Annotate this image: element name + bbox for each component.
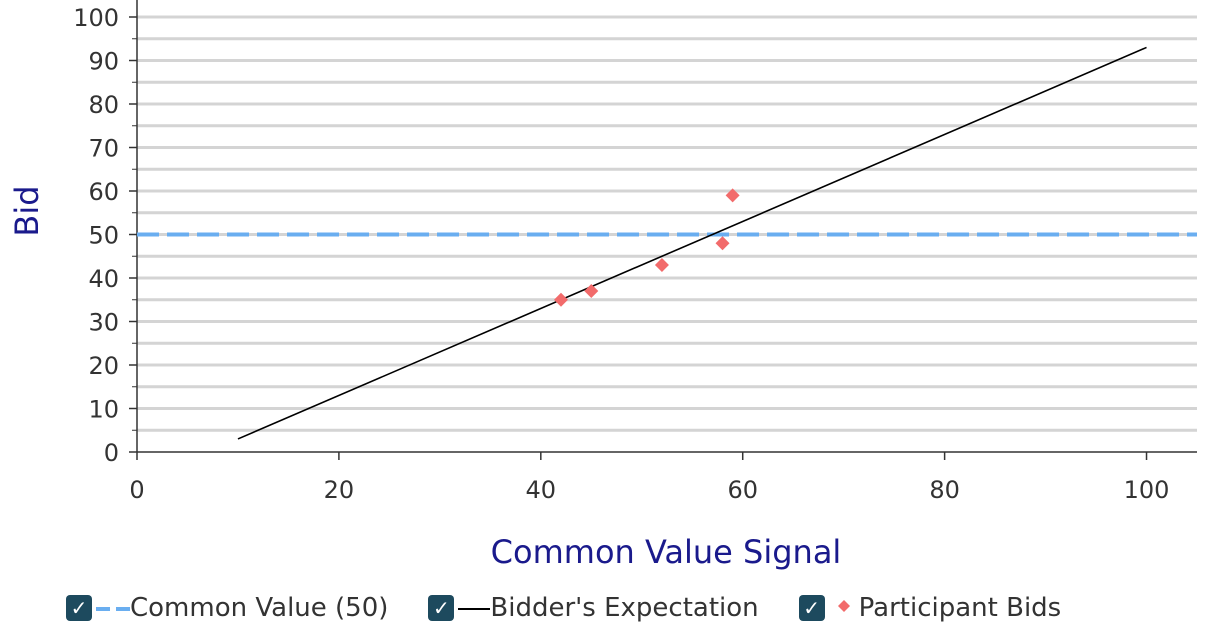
- checkbox-icon[interactable]: ✓: [798, 595, 825, 621]
- grid-lines: [137, 15, 1197, 432]
- y-tick-label: 90: [88, 48, 119, 76]
- participant-bid-point: [554, 292, 568, 307]
- y-tick-label: 10: [88, 396, 119, 424]
- participant-bid-point: [725, 188, 740, 203]
- line-swatch-icon: [458, 599, 491, 618]
- dashed-line-swatch-icon: [96, 599, 130, 618]
- legend-item-bidders-expectation[interactable]: ✓ Bidder's Expectation: [428, 593, 759, 623]
- legend-label: Common Value (50): [130, 593, 389, 623]
- y-tick-label: 30: [88, 309, 119, 337]
- y-tick-label: 60: [88, 178, 119, 206]
- y-tick-label: 70: [88, 135, 119, 163]
- legend-item-common-value[interactable]: ✓ Common Value (50): [66, 593, 388, 623]
- x-tick-label: 80: [929, 476, 960, 504]
- x-tick-label: 40: [526, 476, 557, 504]
- x-axis-title: Common Value Signal: [491, 533, 842, 571]
- y-tick-label: 0: [104, 439, 119, 467]
- x-tick-label: 100: [1124, 476, 1170, 504]
- y-axis-title: Bid: [8, 185, 46, 236]
- y-tick-label: 100: [73, 4, 119, 32]
- series-layer: [137, 46, 1197, 440]
- chart: 0 10 20 30 40 50 60 70 80 90 100 0 20 40 60 80 100 Commo…: [8, 0, 1197, 571]
- legend-label: Bidder's Expectation: [490, 593, 759, 623]
- x-tick-label: 20: [324, 476, 355, 504]
- participant-bid-point: [584, 284, 599, 299]
- participant-bid-point: [654, 257, 669, 272]
- x-tick-label: 0: [129, 476, 144, 504]
- y-tick-label: 40: [88, 265, 119, 293]
- bidders-expectation-line: [237, 46, 1147, 440]
- y-tick-label: 20: [88, 352, 119, 380]
- axes: [129, 0, 1197, 460]
- y-tick-label: 50: [88, 222, 119, 250]
- checkbox-icon[interactable]: ✓: [66, 595, 92, 621]
- legend-label: Participant Bids: [858, 593, 1062, 623]
- checkbox-icon[interactable]: ✓: [428, 595, 455, 621]
- y-tick-label: 80: [88, 91, 119, 119]
- diamond-swatch-icon: [829, 598, 859, 618]
- tick-labels: 0 10 20 30 40 50 60 70 80 90 100 0 20 40 60 80 100: [73, 4, 1169, 504]
- legend: ✓ Common Value (50) ✓ Bidder's Expectati…: [66, 590, 1101, 626]
- legend-item-participant-bids[interactable]: ✓ Participant Bids: [798, 593, 1062, 623]
- x-tick-label: 60: [727, 476, 758, 504]
- participant-bid-point: [715, 236, 730, 251]
